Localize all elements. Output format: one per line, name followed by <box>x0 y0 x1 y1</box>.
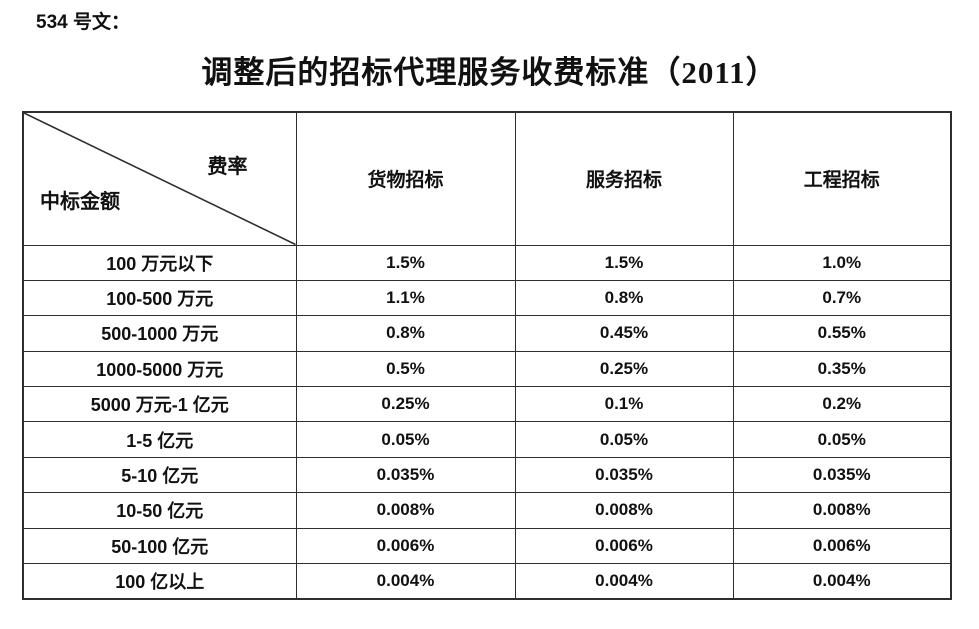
rate-cell: 0.55% <box>732 315 952 352</box>
rate-cell: 0.004% <box>514 563 734 600</box>
rate-cell: 0.8% <box>295 315 516 352</box>
fee-rate-table: 费率 中标金额 货物招标 服务招标 工程招标 100 万元以下 1.5% 1.5… <box>22 111 952 600</box>
rate-cell: 0.25% <box>514 350 734 388</box>
corner-label-amount: 中标金额 <box>40 191 120 213</box>
diagonal-header-cell: 费率 中标金额 <box>22 111 297 246</box>
rate-cell: 0.035% <box>514 456 734 494</box>
column-header-services: 服务招标 <box>514 111 734 246</box>
page-title: 调整后的招标代理服务收费标准（2011） <box>201 55 778 90</box>
rate-cell: 0.008% <box>732 492 952 529</box>
row-label: 100 万元以下 <box>22 244 297 281</box>
row-label: 100 亿以上 <box>22 563 297 600</box>
rate-cell: 0.35% <box>732 350 952 388</box>
table-row: 50-100 亿元 0.006% 0.006% 0.006% <box>22 527 952 565</box>
table-row: 100 亿以上 0.004% 0.004% 0.004% <box>22 563 952 600</box>
row-label: 50-100 亿元 <box>22 527 297 565</box>
row-label: 1000-5000 万元 <box>22 350 297 388</box>
row-label: 10-50 亿元 <box>22 492 297 529</box>
doc-number-label: 534 号文： <box>36 12 130 33</box>
corner-label-rate: 费率 <box>207 156 248 178</box>
rate-cell: 0.1% <box>514 386 734 423</box>
rate-cell: 0.7% <box>732 279 952 317</box>
table-row: 1-5 亿元 0.05% 0.05% 0.05% <box>22 421 952 458</box>
rate-cell: 0.05% <box>295 421 516 458</box>
rate-cell: 0.2% <box>732 386 952 423</box>
row-label: 1-5 亿元 <box>22 421 297 458</box>
rate-cell: 0.035% <box>295 456 516 494</box>
table-row: 1000-5000 万元 0.5% 0.25% 0.35% <box>22 350 952 388</box>
table-row: 500-1000 万元 0.8% 0.45% 0.55% <box>22 315 952 352</box>
table-header-row: 费率 中标金额 货物招标 服务招标 工程招标 <box>22 111 952 246</box>
rate-cell: 0.035% <box>732 456 952 494</box>
rate-cell: 0.45% <box>514 315 734 352</box>
rate-cell: 0.8% <box>514 279 734 317</box>
rate-cell: 0.05% <box>514 421 734 458</box>
table-row: 10-50 亿元 0.008% 0.008% 0.008% <box>22 492 952 529</box>
row-label: 100-500 万元 <box>22 279 297 317</box>
rate-cell: 0.004% <box>295 563 516 600</box>
diagonal-divider-line <box>24 113 296 245</box>
row-label: 5-10 亿元 <box>22 456 297 494</box>
table-row: 100-500 万元 1.1% 0.8% 0.7% <box>22 279 952 317</box>
rate-cell: 1.5% <box>295 244 516 281</box>
rate-cell: 0.5% <box>295 350 516 388</box>
rate-cell: 1.1% <box>295 279 516 317</box>
row-label: 500-1000 万元 <box>22 315 297 352</box>
table-row: 100 万元以下 1.5% 1.5% 1.0% <box>22 244 952 281</box>
rate-cell: 0.008% <box>514 492 734 529</box>
rate-cell: 0.006% <box>732 527 952 565</box>
table-row: 5-10 亿元 0.035% 0.035% 0.035% <box>22 456 952 494</box>
column-header-engineering: 工程招标 <box>732 111 952 246</box>
table-row: 5000 万元-1 亿元 0.25% 0.1% 0.2% <box>22 386 952 423</box>
rate-cell: 0.006% <box>514 527 734 565</box>
rate-cell: 0.006% <box>295 527 516 565</box>
rate-cell: 0.004% <box>732 563 952 600</box>
rate-cell: 1.0% <box>732 244 952 281</box>
rate-cell: 0.25% <box>295 386 516 423</box>
column-header-goods: 货物招标 <box>295 111 516 246</box>
row-label: 5000 万元-1 亿元 <box>22 386 297 423</box>
rate-cell: 0.008% <box>295 492 516 529</box>
rate-cell: 0.05% <box>732 421 952 458</box>
rate-cell: 1.5% <box>514 244 734 281</box>
